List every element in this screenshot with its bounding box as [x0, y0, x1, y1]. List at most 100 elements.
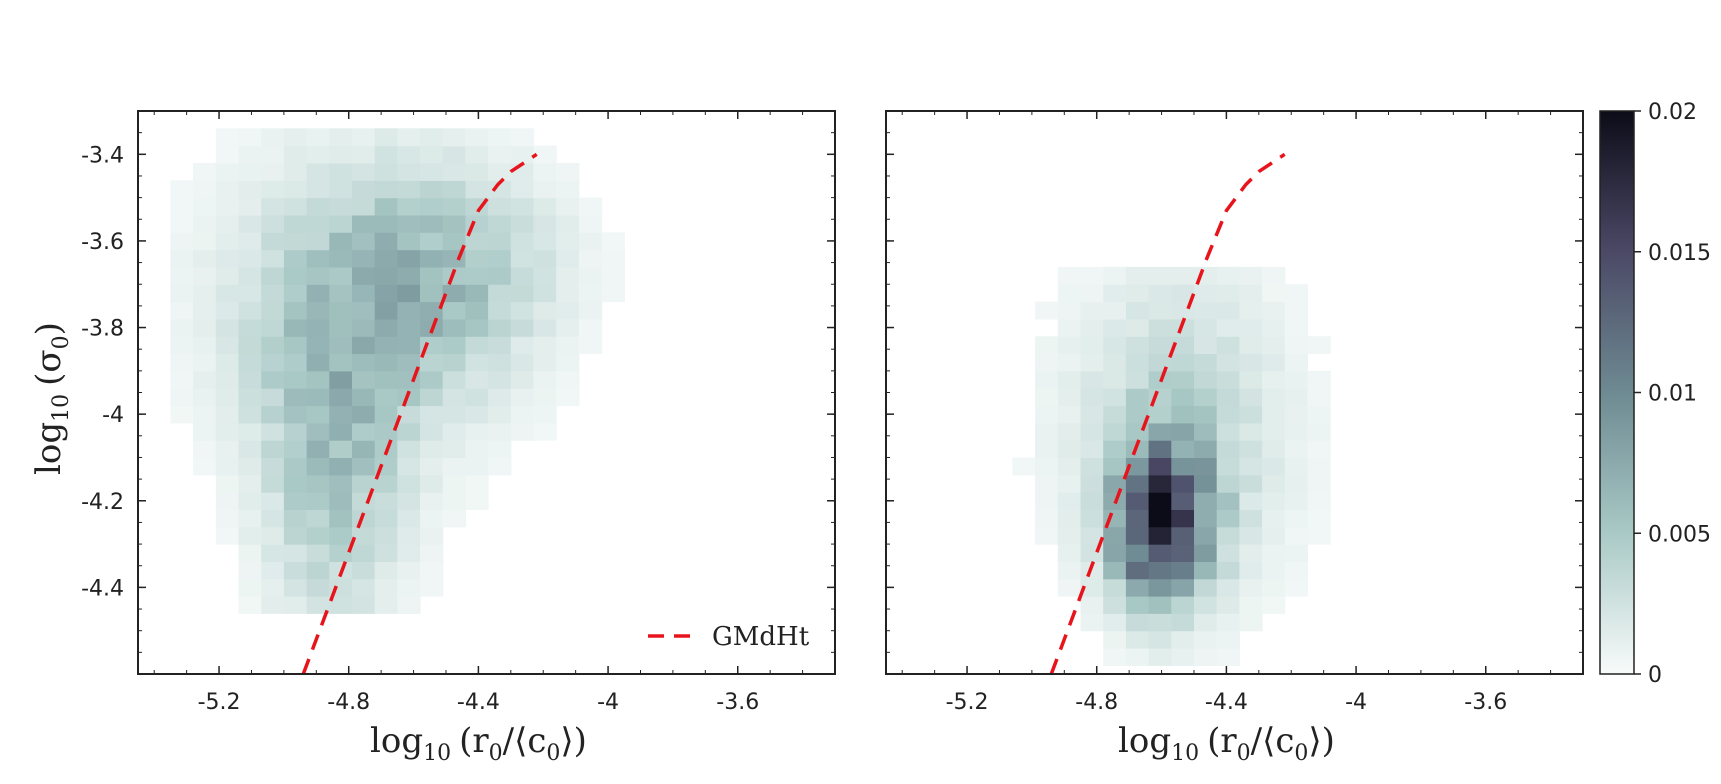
- left-heatmap-bin-320: [442, 284, 466, 303]
- right-heatmap-bin-61: [1103, 526, 1127, 545]
- left-heatmap-bin-60: [238, 526, 262, 545]
- right-heatmap-bin-71: [1103, 353, 1127, 372]
- left-heatmap-bin-97: [261, 370, 285, 389]
- left-heatmap-bin-381: [510, 266, 535, 285]
- right-heatmap-bin-104: [1148, 578, 1172, 597]
- left-heatmap-bin-93: [261, 440, 285, 458]
- left-heatmap-bin-7: [170, 284, 194, 303]
- left-heatmap-bin-426: [578, 249, 603, 268]
- colorbar: 0 0.005 0.01 0.015 0.02: [1599, 100, 1711, 688]
- right-heatmap-bin-261: [1307, 336, 1331, 355]
- left-heatmap-bin-193: [329, 163, 353, 181]
- left-heatmap-bin-99: [261, 336, 285, 355]
- right-heatmap-bin-214: [1262, 578, 1286, 597]
- right-heatmap-bin-258: [1307, 405, 1331, 424]
- right-heatmap-bin-106: [1148, 544, 1172, 562]
- left-heatmap-bin-329: [442, 128, 466, 147]
- right-heatmap-bin-52: [1080, 284, 1104, 303]
- right-heatmap-bin-130: [1171, 526, 1195, 545]
- left-heatmap-bin-356: [488, 388, 512, 407]
- left-heatmap-bin-38: [215, 422, 240, 441]
- left-heatmap-bin-263: [397, 405, 421, 424]
- right-heatmap-bin-30: [1057, 301, 1082, 320]
- left-heatmap-bin-360: [488, 318, 512, 337]
- left-heatmap-bin-397: [533, 301, 557, 320]
- left-heatmap-bin-150: [306, 422, 330, 441]
- left-heatmap-bin-253: [397, 578, 421, 597]
- left-heatmap-bin-166: [306, 145, 330, 164]
- left-y-tick-label: -3.6: [81, 230, 124, 255]
- left-heatmap-bin-400: [533, 249, 557, 268]
- right-heatmap-bin-54: [1103, 648, 1127, 666]
- right-heatmap-bin-189: [1216, 301, 1240, 320]
- right-heatmap-bin-158: [1194, 440, 1218, 458]
- left-heatmap-bin-224: [374, 596, 398, 614]
- right-heatmap-bin-149: [1194, 596, 1218, 614]
- right-heatmap-bin-124: [1171, 630, 1195, 649]
- left-heatmap-bin-69: [238, 370, 262, 389]
- right-heatmap-bin-46: [1080, 388, 1104, 407]
- right-heatmap-bin-9: [1035, 388, 1059, 407]
- right-heatmap-bin-193: [1239, 596, 1263, 614]
- right-heatmap-bin-60: [1103, 544, 1127, 562]
- left-heatmap-bin-251: [374, 128, 398, 147]
- left-heatmap-bin-413: [556, 284, 580, 303]
- left-heatmap-bin-296: [420, 301, 444, 320]
- left-heatmap-bin-42: [215, 353, 240, 372]
- left-heatmap-bin-1: [170, 388, 194, 407]
- right-heatmap-bin-12: [1035, 336, 1059, 355]
- right-heatmap-bin-235: [1284, 544, 1308, 562]
- right-heatmap-bin-202: [1239, 440, 1263, 458]
- left-heatmap-bin-89: [261, 509, 285, 528]
- left-heatmap-bin-156: [306, 318, 330, 337]
- left-heatmap-bin-142: [306, 561, 330, 580]
- left-y-tick-label: -4: [102, 403, 124, 428]
- right-heatmap-bin-242: [1284, 422, 1308, 441]
- left-heatmap-bin-210: [352, 353, 376, 372]
- left-heatmap-bin-333: [465, 440, 489, 458]
- left-heatmap-bin-290: [420, 405, 444, 424]
- right-heatmap-bin-160: [1194, 405, 1218, 424]
- right-heatmap-bin-203: [1239, 422, 1263, 441]
- left-heatmap-bin-214: [352, 284, 376, 303]
- right-heatmap-bin-48: [1080, 353, 1104, 372]
- left-heatmap-bin-223: [352, 128, 376, 147]
- left-heatmap-bin-175: [329, 474, 353, 493]
- right-heatmap-bin-241: [1284, 440, 1308, 458]
- left-heatmap-bin-196: [352, 596, 376, 614]
- left-heatmap-bin-183: [329, 336, 353, 355]
- left-heatmap-bin-272: [397, 249, 421, 268]
- right-heatmap-bin-16: [1057, 544, 1082, 562]
- left-heatmap-bin-85: [261, 578, 285, 597]
- left-heatmap-bin-152: [306, 388, 330, 407]
- left-heatmap-bin-361: [488, 301, 512, 320]
- left-heatmap-bin-200: [352, 526, 376, 545]
- left-heatmap-bin-137: [283, 163, 308, 181]
- colorbar-tick-label: 0.02: [1648, 100, 1697, 125]
- left-heatmap-bin-401: [533, 232, 557, 251]
- right-heatmap-bin-94: [1125, 353, 1150, 372]
- left-heatmap-bin-32: [215, 526, 240, 545]
- left-heatmap-bin-188: [329, 249, 353, 268]
- left-heatmap-bin-213: [352, 301, 376, 320]
- left-y-tick-label: -3.8: [81, 317, 124, 342]
- right-heatmap-bin-41: [1080, 474, 1104, 493]
- right-heatmap-bin-252: [1307, 509, 1331, 528]
- right-heatmap-bin-4: [1035, 474, 1059, 493]
- left-heatmap: [170, 128, 625, 614]
- left-heatmap-bin-168: [329, 596, 353, 614]
- right-heatmap-bin-77: [1125, 648, 1150, 666]
- right-heatmap-bin-207: [1239, 353, 1263, 372]
- left-heatmap-bin-239: [374, 336, 398, 355]
- colorbar-ticks: 0 0.005 0.01 0.015 0.02: [1634, 100, 1711, 688]
- left-heatmap-bin-414: [556, 266, 580, 285]
- left-heatmap-bin-389: [510, 128, 535, 147]
- left-heatmap-bin-187: [329, 266, 353, 285]
- left-heatmap-bin-342: [465, 284, 489, 303]
- left-heatmap-bin-33: [215, 509, 240, 528]
- right-heatmap-bin-49: [1080, 336, 1104, 355]
- right-heatmap-bin-81: [1125, 578, 1150, 597]
- right-heatmap-bin-204: [1239, 405, 1263, 424]
- left-heatmap-bin-326: [442, 180, 466, 199]
- right-heatmap-bin-260: [1307, 370, 1331, 389]
